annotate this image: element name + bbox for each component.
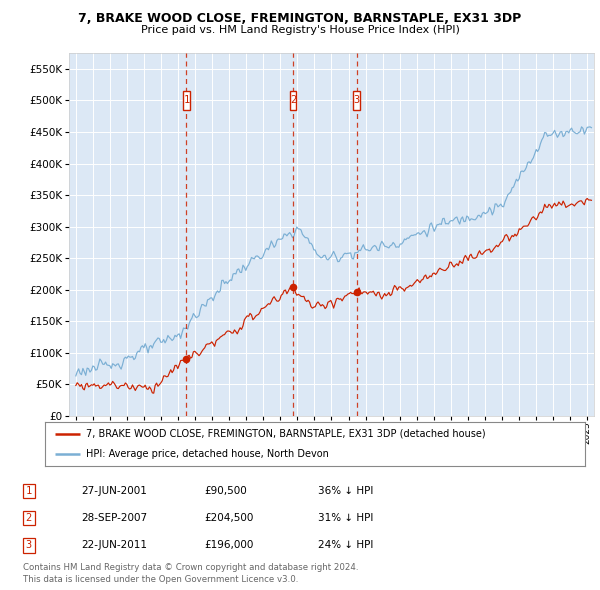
Text: £196,000: £196,000 <box>204 540 253 550</box>
Text: This data is licensed under the Open Government Licence v3.0.: This data is licensed under the Open Gov… <box>23 575 298 584</box>
Text: £204,500: £204,500 <box>204 513 253 523</box>
Text: 1: 1 <box>26 486 32 496</box>
Bar <box>290 91 296 110</box>
Text: 7, BRAKE WOOD CLOSE, FREMINGTON, BARNSTAPLE, EX31 3DP: 7, BRAKE WOOD CLOSE, FREMINGTON, BARNSTA… <box>79 12 521 25</box>
Text: 28-SEP-2007: 28-SEP-2007 <box>81 513 147 523</box>
Text: HPI: Average price, detached house, North Devon: HPI: Average price, detached house, Nort… <box>86 449 328 459</box>
Text: Price paid vs. HM Land Registry's House Price Index (HPI): Price paid vs. HM Land Registry's House … <box>140 25 460 35</box>
Text: 1: 1 <box>184 96 190 106</box>
Text: 3: 3 <box>26 540 32 550</box>
Bar <box>183 91 190 110</box>
Text: 31% ↓ HPI: 31% ↓ HPI <box>318 513 373 523</box>
Text: 27-JUN-2001: 27-JUN-2001 <box>81 486 147 496</box>
Text: 2: 2 <box>26 513 32 523</box>
Text: £90,500: £90,500 <box>204 486 247 496</box>
Text: 24% ↓ HPI: 24% ↓ HPI <box>318 540 373 550</box>
Text: 7, BRAKE WOOD CLOSE, FREMINGTON, BARNSTAPLE, EX31 3DP (detached house): 7, BRAKE WOOD CLOSE, FREMINGTON, BARNSTA… <box>86 429 485 439</box>
Text: 2: 2 <box>290 96 296 106</box>
Bar <box>353 91 360 110</box>
Text: 3: 3 <box>353 96 359 106</box>
Text: Contains HM Land Registry data © Crown copyright and database right 2024.: Contains HM Land Registry data © Crown c… <box>23 563 358 572</box>
Text: 36% ↓ HPI: 36% ↓ HPI <box>318 486 373 496</box>
Text: 22-JUN-2011: 22-JUN-2011 <box>81 540 147 550</box>
